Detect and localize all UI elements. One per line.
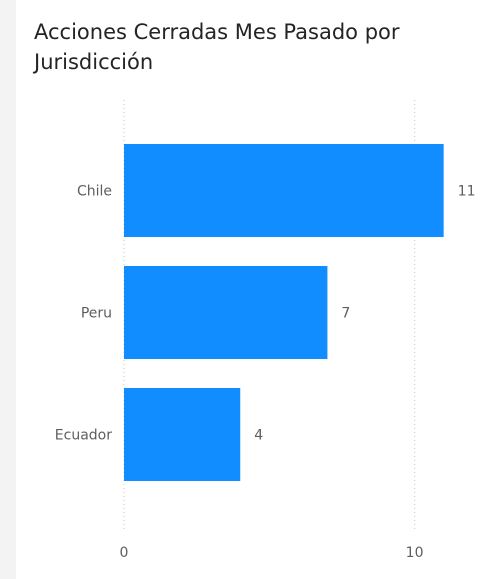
data-label: 4	[254, 428, 263, 444]
bar	[124, 388, 241, 481]
category-label: Ecuador	[55, 428, 112, 444]
bar	[124, 144, 444, 237]
x-tick-label: 10	[406, 545, 424, 561]
bar-chart: 0 10 Chile 11 Peru 7 Ecuador 4	[55, 100, 476, 561]
category-label: Chile	[77, 184, 112, 200]
category-label: Peru	[81, 306, 112, 322]
x-tick-label: 0	[120, 545, 129, 561]
chart-panel: Acciones Cerradas Mes Pasado por Jurisdi…	[16, 0, 504, 579]
data-label: 11	[458, 184, 476, 200]
data-label: 7	[341, 306, 350, 322]
chart-title: Acciones Cerradas Mes Pasado por Jurisdi…	[34, 20, 400, 74]
bar	[124, 266, 328, 359]
